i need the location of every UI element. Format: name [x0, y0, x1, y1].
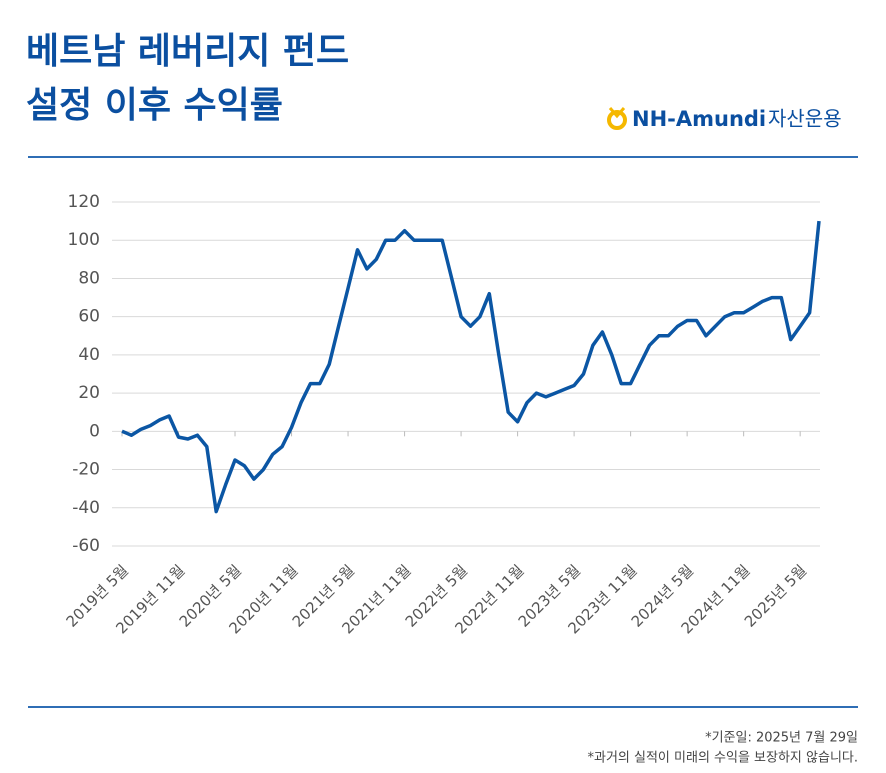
- y-tick-label: -40: [72, 498, 100, 518]
- logo-icon: [607, 110, 627, 130]
- y-tick-label: -20: [72, 460, 100, 480]
- footnote: *기준일: 2025년 7월 29일: [705, 731, 858, 746]
- y-tick-label: -60: [72, 536, 100, 556]
- y-tick-label: 120: [68, 192, 100, 212]
- y-tick-label: 20: [78, 383, 100, 403]
- footnote: *과거의 실적이 미래의 수익을 보장하지 않습니다.: [588, 751, 859, 766]
- y-tick-label: 40: [78, 345, 100, 365]
- y-tick-label: 100: [68, 230, 100, 250]
- y-tick-label: 60: [78, 307, 100, 327]
- y-tick-label: 0: [89, 421, 100, 441]
- logo-brand: NH-Amundi: [632, 107, 766, 131]
- title-line: 설정 이후 수익률: [26, 85, 283, 126]
- line: [121, 220, 821, 514]
- logo: NH-Amundi 자산운용: [607, 107, 842, 131]
- logo-suffix: 자산운용: [768, 107, 842, 131]
- logo-icon: [608, 107, 626, 119]
- title-line: 베트남 레버리지 펀드: [26, 31, 349, 72]
- y-tick-label: 80: [78, 268, 100, 288]
